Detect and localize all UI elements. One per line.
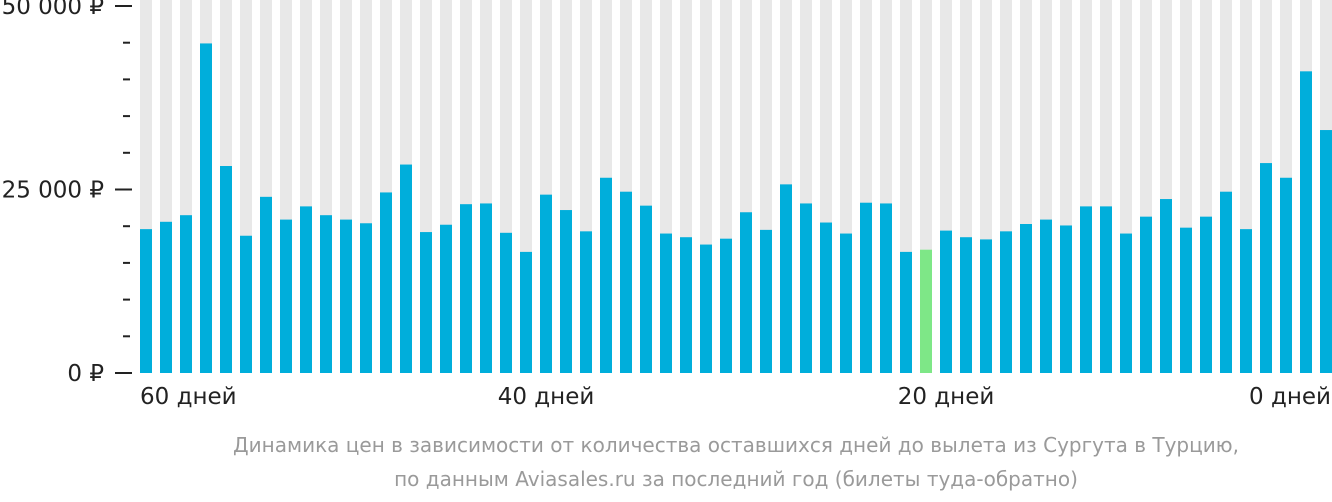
bar[interactable] xyxy=(820,222,832,373)
bar[interactable] xyxy=(1000,231,1012,373)
bar[interactable] xyxy=(900,251,912,373)
y-axis: 0 ₽ 25 000 ₽ 50 000 ₽ xyxy=(2,0,132,387)
bar[interactable] xyxy=(460,204,472,373)
bar[interactable] xyxy=(280,219,292,373)
bar[interactable] xyxy=(340,219,352,373)
bar[interactable] xyxy=(520,251,532,373)
bar[interactable] xyxy=(880,203,892,373)
bar[interactable] xyxy=(540,194,552,373)
bar[interactable] xyxy=(700,244,712,373)
y-tick-label: 50 000 ₽ xyxy=(2,0,104,20)
bar[interactable] xyxy=(1120,233,1132,373)
bar[interactable] xyxy=(1100,206,1112,373)
bar[interactable] xyxy=(240,235,252,373)
bar[interactable] xyxy=(660,233,672,373)
chart-caption-line-2: по данным Aviasales.ru за последний год … xyxy=(394,467,1078,491)
bar[interactable] xyxy=(140,229,152,373)
bar[interactable] xyxy=(740,212,752,373)
bar[interactable] xyxy=(360,223,372,373)
bar[interactable] xyxy=(260,196,272,373)
bar[interactable] xyxy=(580,231,592,373)
y-tick-label: 25 000 ₽ xyxy=(2,178,104,204)
bar[interactable] xyxy=(300,206,312,373)
bar[interactable] xyxy=(720,238,732,373)
x-tick-label: 20 дней xyxy=(898,384,995,410)
bar[interactable] xyxy=(1140,216,1152,373)
bar[interactable] xyxy=(180,215,192,373)
bar[interactable] xyxy=(1280,177,1292,373)
bar[interactable] xyxy=(220,166,232,373)
bar[interactable] xyxy=(600,177,612,373)
bar[interactable] xyxy=(1300,71,1312,374)
x-axis-labels: 60 дней 40 дней 20 дней 0 дней xyxy=(140,384,1331,410)
bar[interactable] xyxy=(680,237,692,373)
bar[interactable] xyxy=(860,202,872,373)
x-tick-label: 0 дней xyxy=(1249,384,1331,410)
bar[interactable] xyxy=(840,233,852,373)
bar[interactable] xyxy=(780,184,792,373)
x-tick-label: 60 дней xyxy=(140,384,237,410)
bar[interactable] xyxy=(1260,163,1272,373)
bar[interactable] xyxy=(760,229,772,373)
bar[interactable] xyxy=(1200,216,1212,373)
bar[interactable] xyxy=(420,232,432,373)
bar[interactable] xyxy=(620,191,632,373)
bar[interactable] xyxy=(1180,227,1192,373)
bar[interactable] xyxy=(400,164,412,373)
bar[interactable] xyxy=(1020,223,1032,373)
chart-caption-line-1: Динамика цен в зависимости от количества… xyxy=(233,433,1239,457)
bar[interactable] xyxy=(1080,206,1092,373)
bar[interactable] xyxy=(1160,199,1172,373)
bar[interactable] xyxy=(980,239,992,373)
bar[interactable] xyxy=(640,205,652,373)
bar[interactable] xyxy=(800,203,812,373)
bar[interactable] xyxy=(560,210,572,373)
column-backgrounds xyxy=(140,0,1332,373)
bar[interactable] xyxy=(480,203,492,373)
bar[interactable] xyxy=(200,43,212,374)
bar[interactable] xyxy=(320,215,332,373)
bar[interactable] xyxy=(1040,219,1052,373)
bar[interactable] xyxy=(440,224,452,373)
price-bars xyxy=(140,43,1332,374)
bar[interactable] xyxy=(940,230,952,373)
bar[interactable] xyxy=(1320,130,1332,373)
bar[interactable] xyxy=(380,192,392,373)
bar[interactable] xyxy=(1060,225,1072,373)
bar[interactable] xyxy=(500,232,512,373)
bar[interactable] xyxy=(160,221,172,373)
x-tick-label: 40 дней xyxy=(498,384,595,410)
bar[interactable] xyxy=(1220,191,1232,373)
bar[interactable] xyxy=(1240,229,1252,373)
y-tick-label: 0 ₽ xyxy=(67,361,104,387)
bar[interactable] xyxy=(960,237,972,373)
bar-cheapest[interactable] xyxy=(920,249,932,373)
chart-canvas: 0 ₽ 25 000 ₽ 50 000 ₽ 60 дней 40 дней 20 дне… xyxy=(2,0,1332,410)
